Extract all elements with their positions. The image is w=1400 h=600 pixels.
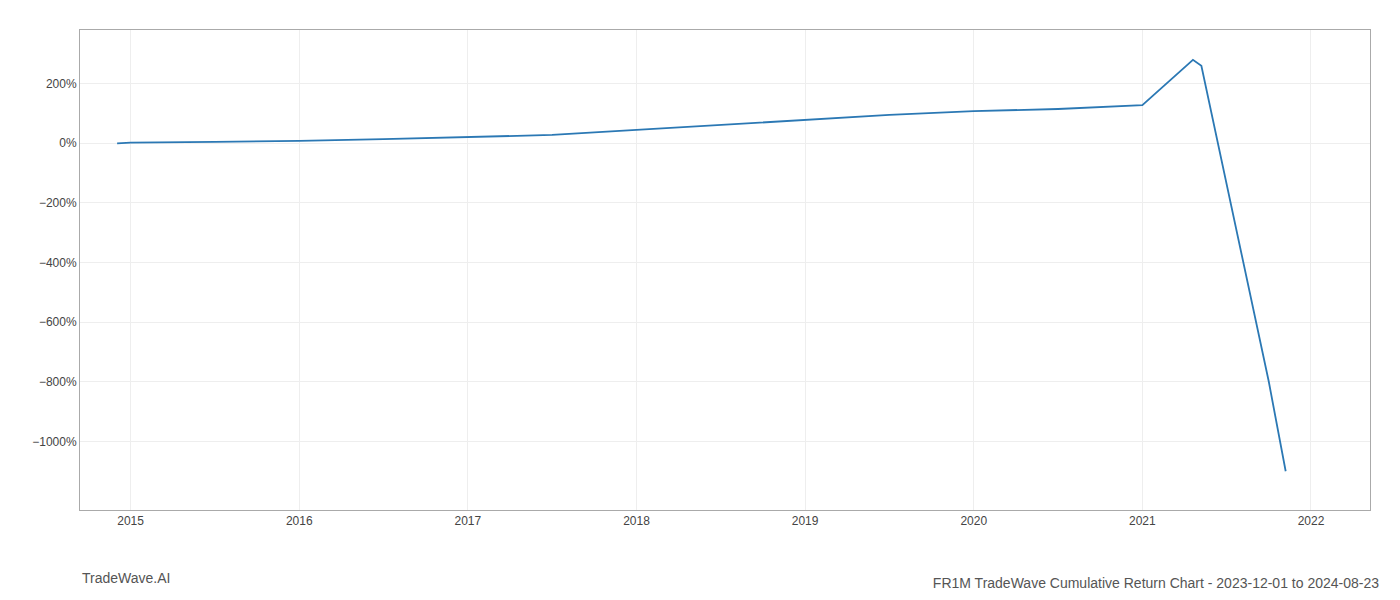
- svg-text:−200%: −200%: [39, 196, 77, 210]
- svg-text:FR1M TradeWave Cumulative Retu: FR1M TradeWave Cumulative Return Chart -…: [933, 575, 1379, 591]
- svg-text:2020: 2020: [960, 514, 987, 528]
- svg-text:2015: 2015: [117, 514, 144, 528]
- svg-text:2021: 2021: [1129, 514, 1156, 528]
- svg-text:2016: 2016: [286, 514, 313, 528]
- svg-text:−800%: −800%: [39, 375, 77, 389]
- svg-text:TradeWave.AI: TradeWave.AI: [82, 570, 170, 586]
- svg-text:−600%: −600%: [39, 315, 77, 329]
- svg-text:2019: 2019: [792, 514, 819, 528]
- svg-text:2022: 2022: [1298, 514, 1325, 528]
- svg-text:200%: 200%: [46, 77, 77, 91]
- svg-text:−400%: −400%: [39, 256, 77, 270]
- svg-text:2018: 2018: [623, 514, 650, 528]
- svg-text:0%: 0%: [59, 136, 77, 150]
- svg-text:2017: 2017: [454, 514, 481, 528]
- svg-text:−1000%: −1000%: [32, 435, 77, 449]
